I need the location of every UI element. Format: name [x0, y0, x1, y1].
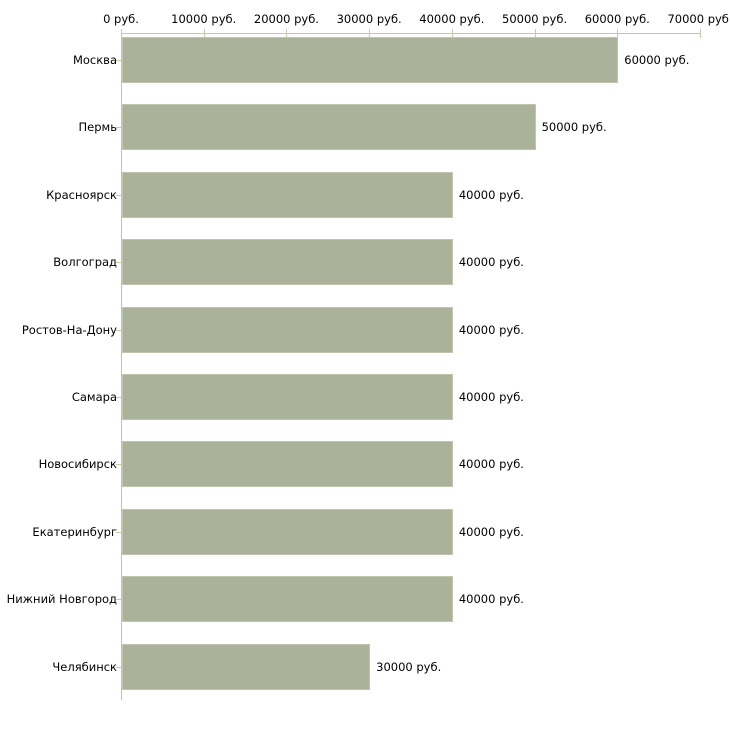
category-label: Екатеринбург: [32, 524, 117, 539]
category-label: Челябинск: [52, 659, 117, 674]
bar: [122, 441, 453, 488]
x-axis-tick: [700, 29, 701, 38]
x-axis-tick: [617, 29, 619, 38]
bar: [122, 239, 453, 286]
y-axis-tick: [116, 397, 121, 398]
x-axis-tick-label: 30000 руб.: [336, 12, 402, 26]
x-axis-tick: [203, 29, 205, 38]
y-axis-tick: [116, 464, 121, 466]
x-axis-tick: [286, 29, 288, 38]
bar-value-label: 30000 руб.: [376, 659, 442, 674]
y-axis-tick: [116, 599, 121, 601]
x-axis-tick-label: 60000 руб.: [584, 12, 650, 26]
bar: [122, 104, 536, 151]
bar: [122, 171, 453, 218]
x-axis-tick-label: 20000 руб.: [253, 12, 319, 26]
x-axis-tick: [121, 29, 122, 38]
y-axis-tick: [116, 127, 121, 129]
category-label: Пермь: [78, 120, 117, 135]
x-axis-tick-label: 0 руб.: [103, 12, 139, 26]
bar: [122, 374, 453, 420]
bar-value-label: 40000 руб.: [458, 322, 524, 337]
category-label: Самара: [71, 390, 117, 404]
bar-value-label: 50000 руб.: [541, 120, 607, 135]
x-axis-tick-label: 40000 руб.: [419, 12, 485, 26]
bar: [122, 576, 453, 623]
bar: [122, 306, 453, 353]
bar-value-label: 40000 руб.: [458, 255, 524, 270]
y-axis-tick: [116, 666, 121, 668]
bar-value-label: 40000 руб.: [458, 457, 524, 472]
x-axis-tick-label: 70000 руб.: [667, 12, 730, 26]
x-axis-tick: [534, 29, 536, 38]
bar-value-label: 40000 руб.: [458, 390, 524, 404]
bar-value-label: 40000 руб.: [458, 592, 524, 607]
y-axis-tick: [116, 194, 121, 196]
category-label: Красноярск: [46, 187, 117, 202]
y-axis-tick: [116, 60, 121, 61]
x-axis-tick: [451, 29, 453, 38]
bar-value-label: 40000 руб.: [458, 524, 524, 539]
x-axis-line: [121, 33, 701, 34]
category-label: Нижний Новгород: [6, 592, 117, 607]
bar: [122, 37, 619, 83]
category-label: Ростов-На-Дону: [21, 322, 117, 337]
category-label: Волгоград: [53, 255, 117, 270]
x-axis-tick-label: 50000 руб.: [502, 12, 568, 26]
y-axis-tick: [116, 531, 121, 533]
y-axis-line: [121, 33, 122, 700]
category-label: Москва: [72, 53, 117, 67]
y-axis-tick: [116, 329, 121, 331]
bar-value-label: 40000 руб.: [458, 187, 524, 202]
category-label: Новосибирск: [38, 457, 117, 472]
bar: [122, 508, 453, 555]
x-axis-tick: [369, 29, 371, 38]
bar: [122, 643, 371, 690]
x-axis-tick-label: 10000 руб.: [171, 12, 237, 26]
y-axis-tick: [116, 262, 121, 264]
bar-value-label: 60000 руб.: [624, 53, 690, 67]
